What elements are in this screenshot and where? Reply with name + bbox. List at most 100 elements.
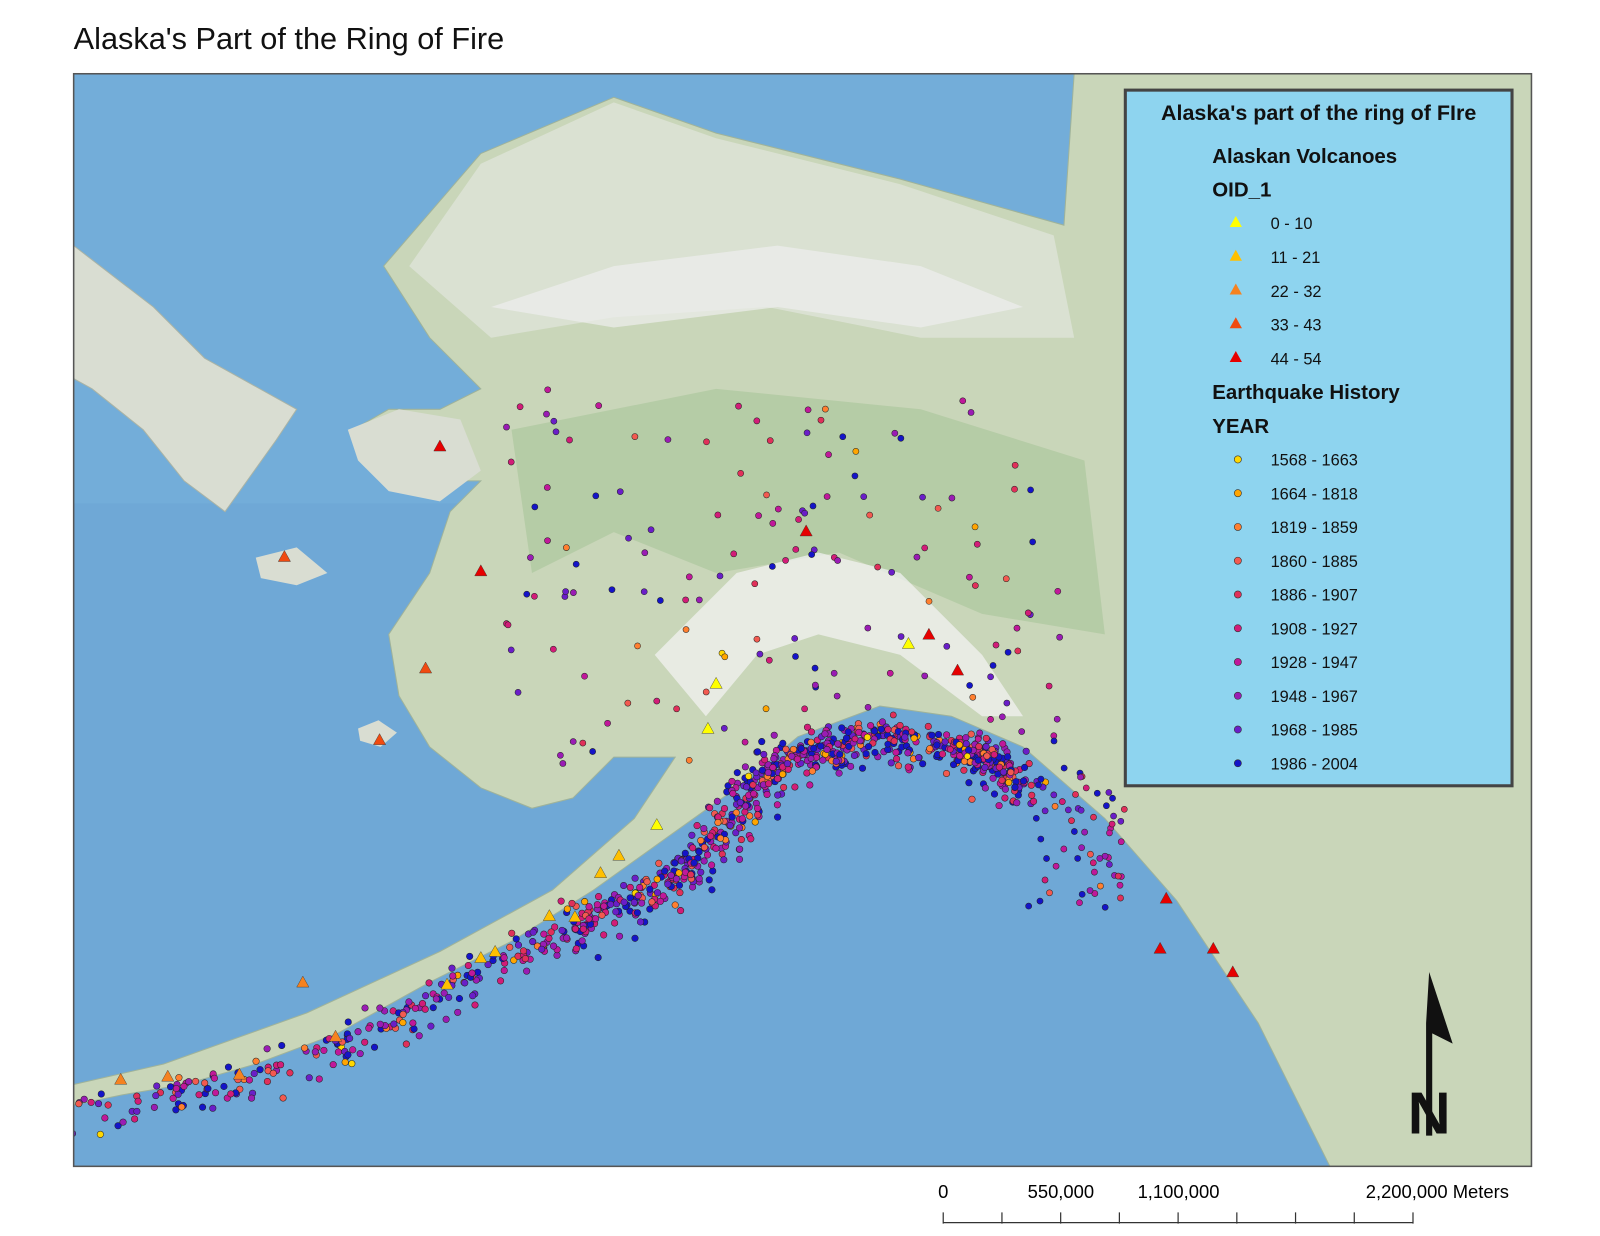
earthquake <box>801 705 808 713</box>
legend-symbol <box>1229 350 1242 363</box>
volcano <box>568 910 582 922</box>
earthquake <box>730 550 738 558</box>
earthquake <box>653 889 662 897</box>
earthquake <box>531 592 538 600</box>
legend-label: 1568 - 1663 <box>1271 452 1358 470</box>
earthquake <box>736 845 744 853</box>
earthquake <box>543 410 550 418</box>
earthquake <box>624 699 632 707</box>
earthquake <box>376 1020 384 1028</box>
earthquake <box>707 832 715 840</box>
earthquake <box>301 1044 309 1052</box>
earthquake <box>516 403 524 411</box>
earthquake <box>833 692 841 700</box>
earthquake <box>432 995 440 1003</box>
earthquake <box>134 1097 142 1105</box>
earthquake <box>552 428 560 436</box>
legend-label: 1928 - 1947 <box>1271 654 1358 672</box>
earthquake <box>758 766 766 774</box>
earthquake <box>167 1083 175 1091</box>
earthquake <box>1050 791 1058 799</box>
earthquake <box>741 763 749 771</box>
legend-label: 1819 - 1859 <box>1271 519 1358 537</box>
earthquake <box>61 1121 68 1128</box>
land-forest <box>511 388 1105 635</box>
earthquake <box>592 915 600 923</box>
legend-label: 44 - 54 <box>1271 350 1322 368</box>
earthquake <box>1018 728 1026 735</box>
earthquake <box>695 875 703 883</box>
earthquake <box>634 892 642 900</box>
volcano <box>951 663 965 676</box>
earthquake <box>514 689 522 696</box>
earthquake <box>685 573 693 581</box>
earthquake <box>770 731 778 739</box>
earthquake <box>210 1074 218 1082</box>
earthquake <box>870 727 879 735</box>
earthquake <box>832 757 840 765</box>
earthquake <box>981 784 989 792</box>
earthquake <box>466 952 474 960</box>
earthquake <box>763 491 770 499</box>
mountains-brooks <box>491 245 1024 328</box>
legend-symbol <box>1233 556 1242 565</box>
earthquake <box>600 902 608 910</box>
earthquake <box>852 448 860 455</box>
earthquake <box>806 781 814 789</box>
earthquake <box>864 624 872 632</box>
earthquake <box>468 969 476 977</box>
earthquake <box>1022 747 1030 755</box>
earthquake <box>755 512 762 519</box>
earthquake <box>568 899 576 907</box>
earthquake <box>754 748 762 756</box>
earthquake <box>227 1090 235 1098</box>
earthquake <box>675 881 684 889</box>
earthquake <box>915 754 923 762</box>
volcano <box>296 975 310 988</box>
earthquake <box>942 769 951 778</box>
earthquake <box>871 748 879 757</box>
earthquake <box>1120 805 1128 813</box>
volcano <box>594 866 607 878</box>
earthquake <box>1014 647 1022 655</box>
earthquake <box>838 724 846 732</box>
earthquake <box>1117 838 1125 846</box>
legend-label: 1948 - 1967 <box>1271 688 1358 706</box>
earthquake <box>766 437 774 444</box>
earthquake <box>897 633 905 640</box>
earthquake <box>1025 902 1032 910</box>
earthquake <box>1004 753 1012 761</box>
earthquake <box>735 402 742 410</box>
earthquake <box>714 511 722 519</box>
earthquake <box>754 811 762 819</box>
earthquake <box>1019 777 1028 785</box>
legend-items: Alaskan Volcanoes OID_10 - 10 11 - 21 22 - … <box>1212 145 1400 774</box>
earthquake <box>989 662 997 669</box>
earthquake <box>703 851 712 859</box>
earthquake <box>990 790 999 798</box>
earthquake <box>600 931 608 939</box>
earthquake <box>175 1074 183 1082</box>
earthquake <box>571 925 579 933</box>
earthquake <box>782 557 789 564</box>
earthquake <box>976 729 983 737</box>
earthquake <box>1030 797 1038 805</box>
earthquake <box>557 751 564 759</box>
earthquake <box>256 1066 264 1074</box>
earthquake <box>1041 807 1049 815</box>
earthquake <box>975 742 983 751</box>
volcano <box>799 524 813 537</box>
legend-symbol <box>1233 725 1242 734</box>
earthquake <box>185 1078 193 1086</box>
earthquake <box>782 745 790 753</box>
earthquake <box>677 857 685 865</box>
earthquake <box>131 1115 139 1123</box>
earthquake <box>962 740 970 748</box>
earthquake <box>896 721 904 730</box>
earthquake <box>989 774 997 782</box>
earthquake <box>250 1069 258 1077</box>
earthquake <box>812 681 819 689</box>
earthquake <box>714 818 722 827</box>
earthquake <box>204 1085 212 1093</box>
earthquake <box>934 730 943 739</box>
